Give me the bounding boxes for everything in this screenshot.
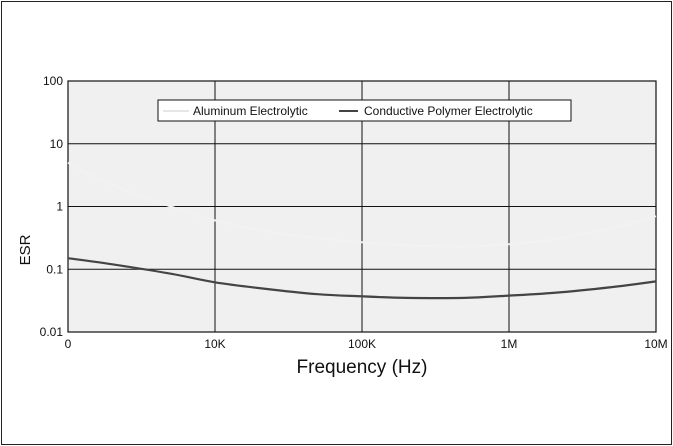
x-tick-label: 10M: [644, 337, 667, 351]
grid: [68, 81, 656, 332]
x-tick-label: 100K: [348, 337, 376, 351]
series-line-aluminum: [67, 161, 657, 248]
legend-label-aluminum: Aluminum Electrolytic: [193, 104, 308, 118]
x-axis-title: Frequency (Hz): [297, 357, 428, 378]
tick-labels: 0 10K 100K 1M 10M 100 10 1 0.1 0.01: [40, 74, 668, 351]
y-tick-label: 1: [56, 200, 63, 214]
x-tick-label: 0: [65, 337, 72, 351]
legend-label-polymer: Conductive Polymer Electrolytic: [364, 104, 533, 118]
y-tick-label: 0.01: [40, 325, 64, 339]
x-tick-label: 10K: [204, 337, 225, 351]
series-layer: [67, 161, 657, 300]
y-tick-label: 10: [50, 137, 64, 151]
x-tick-label: 1M: [501, 337, 518, 351]
y-tick-label: 100: [43, 74, 63, 88]
legend: Aluminum Electrolytic Conductive Polymer…: [157, 99, 572, 122]
y-tick-label: 0.1: [46, 262, 63, 276]
y-axis-title: ESR: [17, 234, 34, 265]
series-line-polymer: [67, 257, 657, 300]
legend-box: [157, 99, 572, 122]
